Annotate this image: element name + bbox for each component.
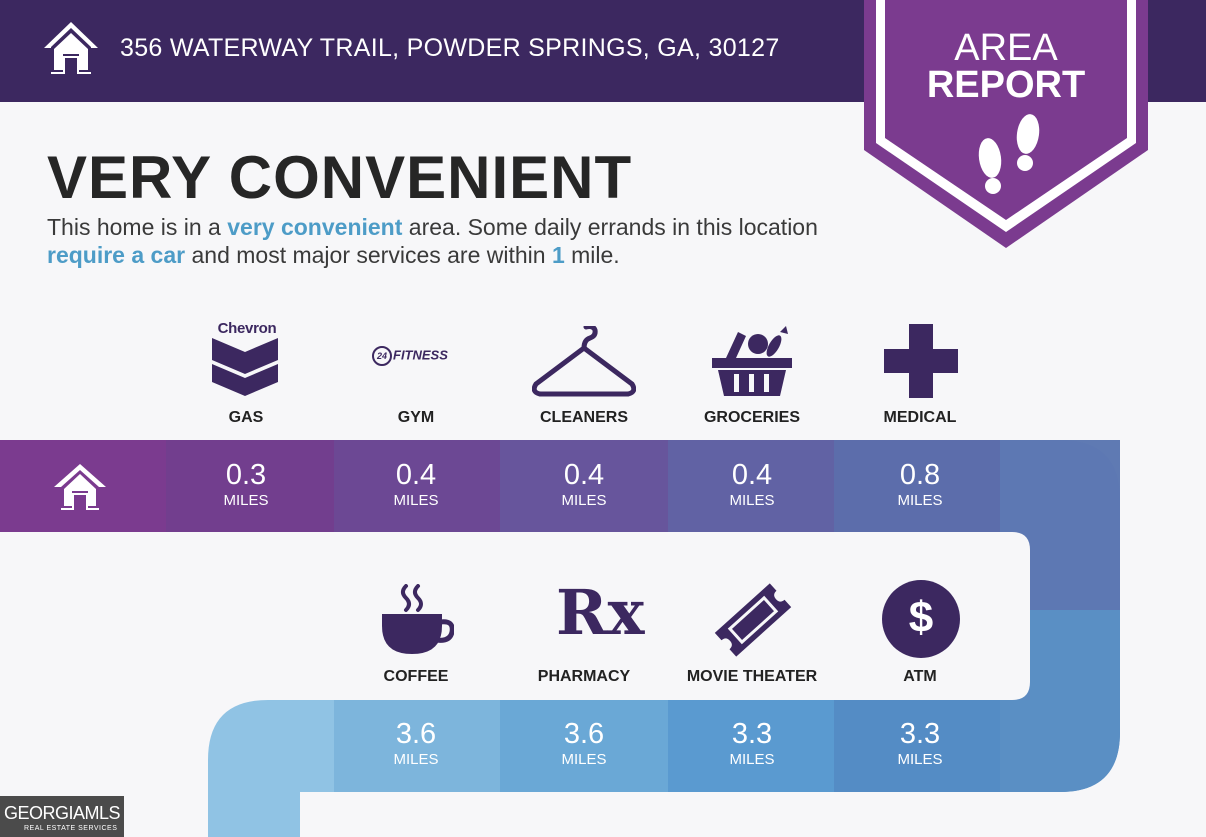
movie-ticket-icon — [714, 583, 792, 657]
label-atm: ATM — [903, 668, 937, 685]
distance-value: 0.3 — [225, 459, 267, 491]
start-home-icon — [54, 464, 106, 510]
desc-highlight-2: require a car — [47, 242, 186, 268]
distance-cleaners: 0.4 MILES — [500, 460, 668, 510]
hanger-icon — [532, 326, 636, 397]
distance-medical: 0.8 MILES — [836, 460, 1004, 510]
rx-icon: Rx — [556, 576, 645, 649]
badge-line-2: REPORT — [926, 64, 1086, 106]
label-movie-theater: MOVIE THEATER — [686, 668, 818, 685]
distance-unit: MILES — [561, 751, 607, 768]
label-medical: MEDICAL — [883, 409, 957, 426]
dollar-symbol: $ — [908, 593, 934, 642]
property-address: 356 WATERWAY TRAIL, POWDER SPRINGS, GA, … — [120, 34, 780, 62]
grocery-basket-icon — [712, 326, 792, 396]
distance-unit: MILES — [561, 492, 607, 509]
distance-gas: 0.3 MILES — [162, 460, 330, 510]
desc-text-1: This home is in a — [47, 214, 228, 240]
area-report-title: AREA REPORT — [864, 27, 1148, 106]
georgia-mls-watermark: GEORGIAMLS REAL ESTATE SERVICES — [0, 796, 124, 837]
desc-text-4: mile. — [564, 242, 620, 268]
fitness-logo-text: FITNESS — [393, 347, 448, 363]
watermark-subtitle: REAL ESTATE SERVICES — [24, 825, 118, 832]
distance-value: 3.6 — [395, 718, 437, 750]
coffee-cup-icon — [382, 584, 454, 654]
medical-cross-icon — [884, 324, 958, 398]
distance-gym: 0.4 MILES — [332, 460, 500, 510]
distance-coffee: 3.6 MILES — [332, 719, 500, 769]
24-hour-fitness-logo-icon: 24 FITNESS — [372, 346, 448, 366]
distance-atm: 3.3 MILES — [836, 719, 1004, 769]
chevron-logo-icon — [212, 338, 278, 396]
footprints-icon — [978, 114, 1040, 194]
distance-value: 3.6 — [563, 718, 605, 750]
area-report-badge — [864, 0, 1148, 248]
desc-text-3: and most major services are within — [185, 242, 552, 268]
convenience-description: This home is in a very convenient area. … — [47, 213, 867, 269]
distance-value: 0.4 — [395, 459, 437, 491]
home-icon — [44, 22, 98, 74]
distance-value: 3.3 — [899, 718, 941, 750]
label-gas: GAS — [228, 409, 264, 426]
watermark-title: GEORGIAMLS — [4, 803, 121, 823]
distance-movie-theater: 3.3 MILES — [668, 719, 836, 769]
desc-text-2: area. Some daily errands in this locatio… — [402, 214, 818, 240]
distance-value: 0.4 — [731, 459, 773, 491]
desc-highlight-3: 1 — [551, 242, 565, 268]
convenience-heading: VERY CONVENIENT — [47, 144, 633, 211]
distance-value: 0.8 — [899, 459, 941, 491]
distance-groceries: 0.4 MILES — [668, 460, 836, 510]
distance-unit: MILES — [897, 751, 943, 768]
label-pharmacy: PHARMACY — [537, 668, 631, 685]
dollar-icon — [882, 580, 960, 658]
distance-unit: MILES — [897, 492, 943, 509]
distance-unit: MILES — [223, 492, 269, 509]
distance-unit: MILES — [393, 492, 439, 509]
distance-value: 3.3 — [731, 718, 773, 750]
desc-highlight-1: very convenient — [227, 214, 403, 240]
fitness-logo-number: 24 — [372, 346, 392, 366]
distance-unit: MILES — [729, 751, 775, 768]
distance-unit: MILES — [729, 492, 775, 509]
badge-line-1: AREA — [954, 27, 1058, 69]
label-gym: GYM — [397, 409, 435, 426]
distance-value: 0.4 — [563, 459, 605, 491]
distance-unit: MILES — [393, 751, 439, 768]
chevron-logo-text: Chevron — [217, 320, 277, 337]
label-groceries: GROCERIES — [703, 409, 800, 426]
distance-pharmacy: 3.6 MILES — [500, 719, 668, 769]
label-cleaners: CLEANERS — [539, 409, 628, 426]
label-coffee: COFFEE — [383, 668, 449, 685]
